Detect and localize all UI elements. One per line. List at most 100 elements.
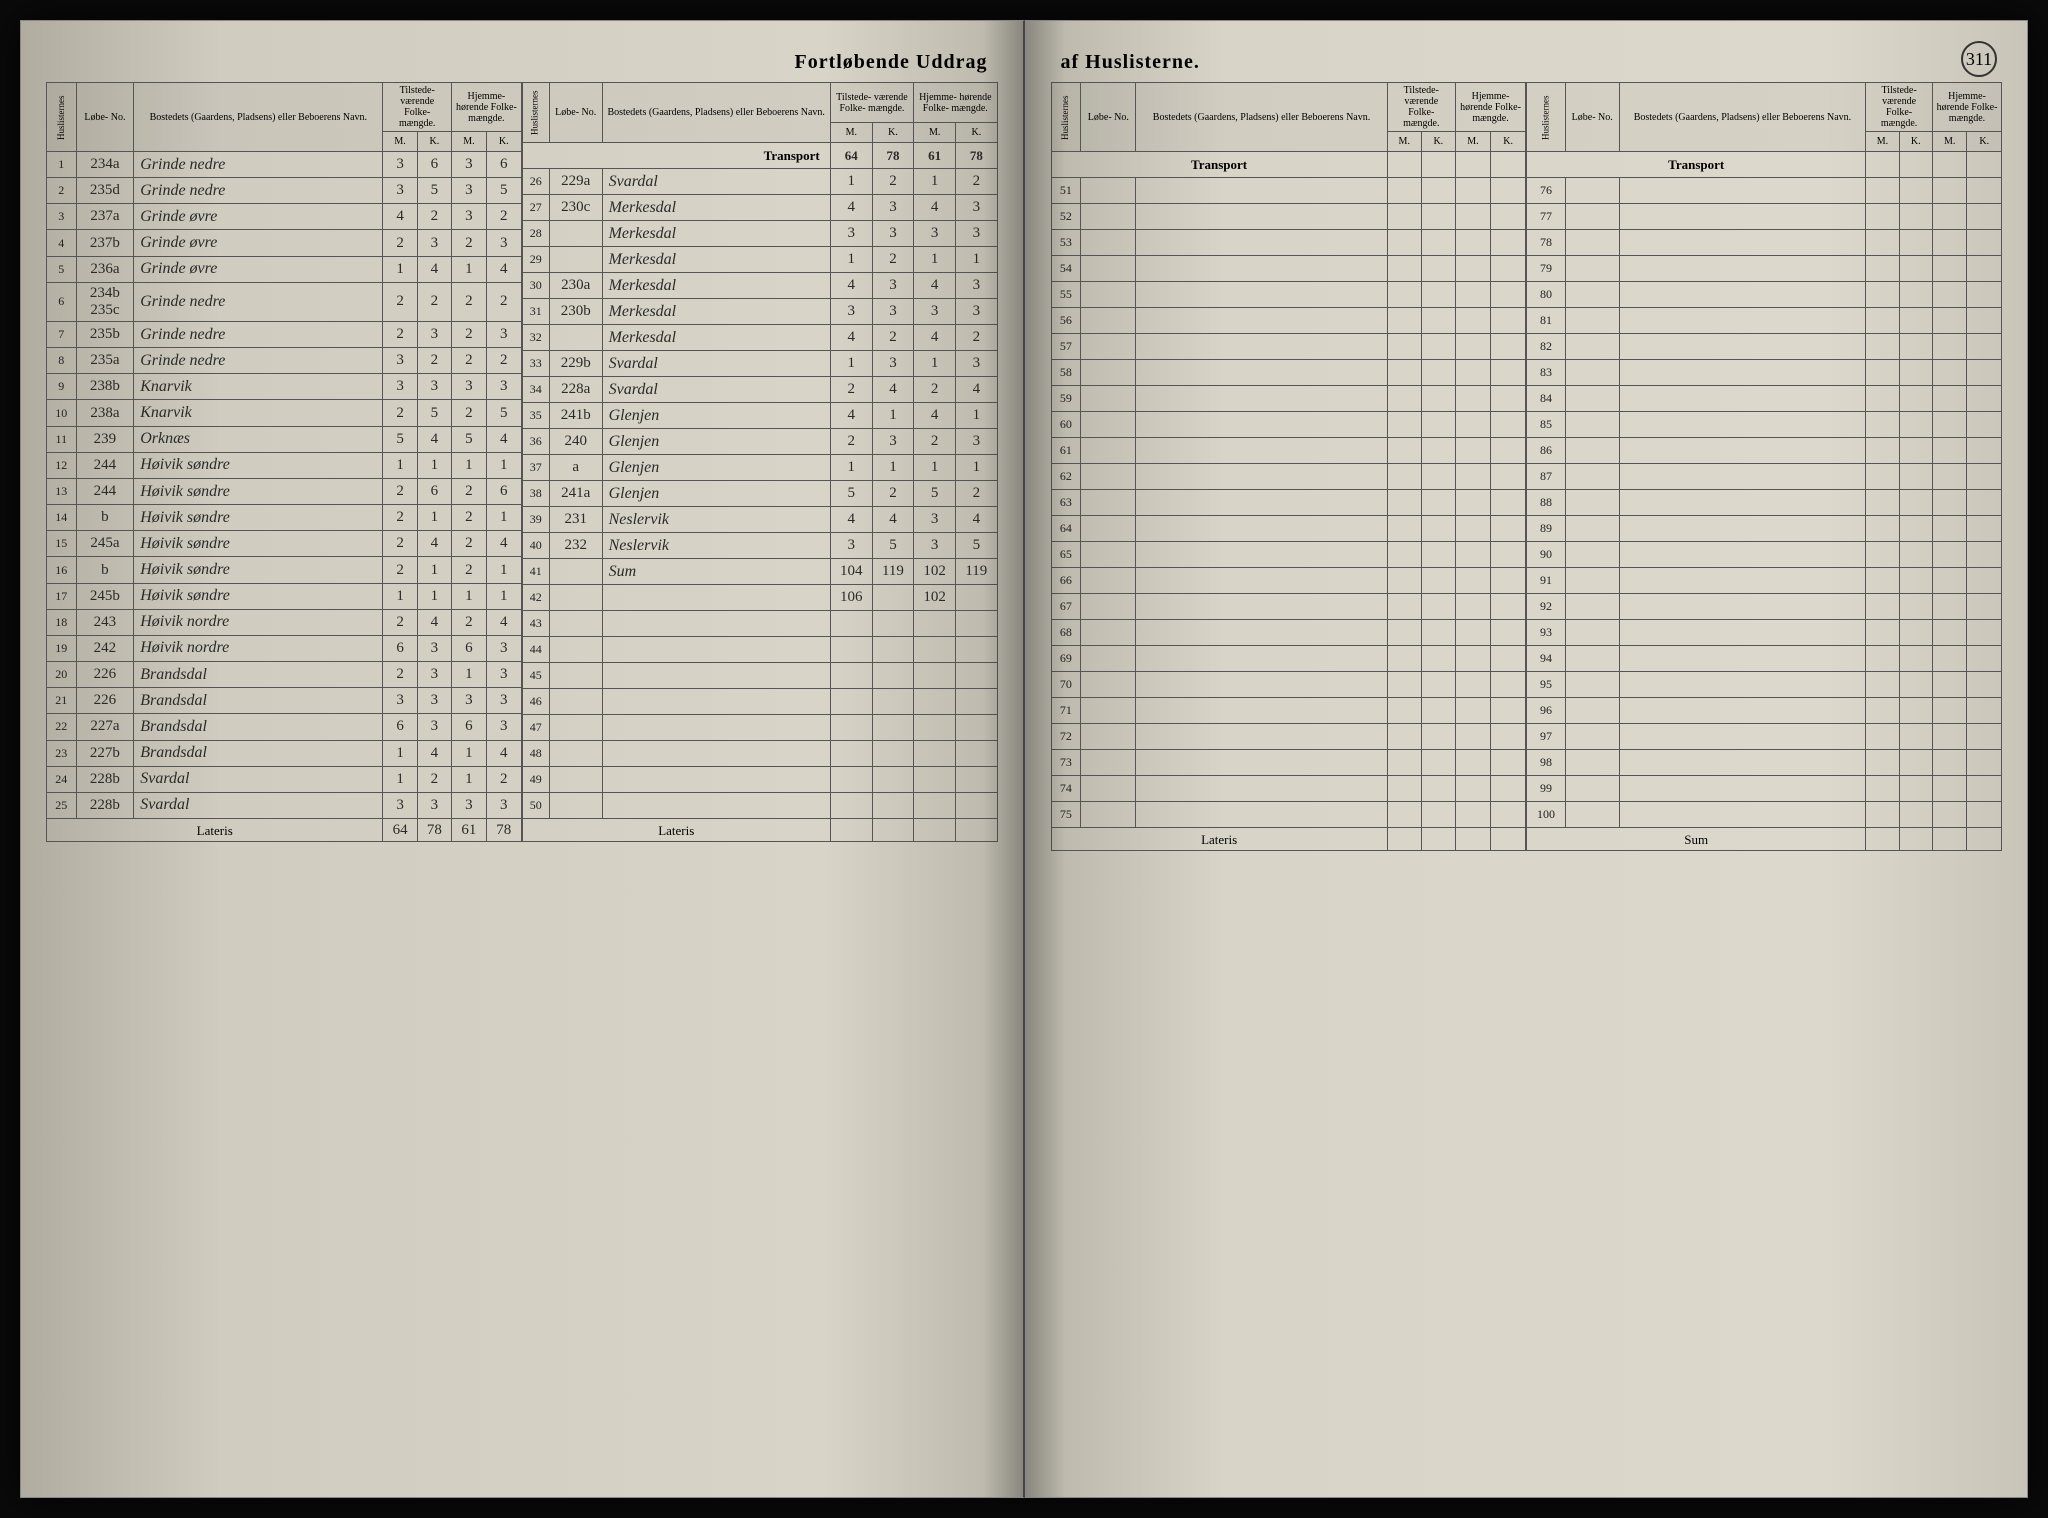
row-index: 32 [522,325,549,351]
place-name [1136,776,1387,802]
col-m: M. [914,123,956,143]
tilstede-k [1899,282,1932,308]
hjemme-m: 1 [914,169,956,195]
place-name [1619,750,1866,776]
tilstede-k: 6 [417,152,451,178]
lobe-no [1081,412,1136,438]
row-index: 84 [1527,386,1566,412]
tilstede-m [1866,204,1899,230]
hjemme-k: 3 [956,221,997,247]
place-name [602,637,830,663]
place-name [1136,516,1387,542]
hjemme-m [1455,802,1490,828]
tilstede-k [1899,412,1932,438]
transport-row: Transport [1051,152,1526,178]
lobe-no: 229b [549,351,602,377]
hjemme-k: 4 [486,531,521,557]
tilstede-m: 2 [383,400,417,426]
hjemme-k [956,585,997,611]
row-index: 83 [1527,360,1566,386]
col-bosted: Bostedets (Gaardens, Pladsens) eller Beb… [1619,83,1866,152]
table-row: 29Merkesdal1211 [522,247,997,273]
tilstede-k [1421,438,1455,464]
tilstede-m [1387,178,1421,204]
tilstede-m: 6 [383,714,417,740]
place-name [602,715,830,741]
lobe-no [1081,464,1136,490]
tilstede-k: 3 [417,322,451,348]
lobe-no [549,221,602,247]
tilstede-k: 3 [872,351,913,377]
tilstede-k [872,611,913,637]
row-index: 5 [47,256,77,282]
row-index: 80 [1527,282,1566,308]
hjemme-m: 4 [914,403,956,429]
tilstede-k: 2 [417,766,451,792]
tilstede-m [1866,594,1899,620]
hjemme-m: 2 [451,557,486,583]
table-row: 25228bSvardal3333 [47,792,522,818]
row-index: 79 [1527,256,1566,282]
ledger-table-d: Huslisternes Løbe- No. Bostedets (Gaarde… [1526,82,2002,851]
place-name: Glenjen [602,429,830,455]
row-index: 1 [47,152,77,178]
tilstede-m: 106 [830,585,872,611]
transport-tk: 78 [872,143,913,169]
hjemme-k: 3 [956,299,997,325]
lobe-no [549,611,602,637]
tilstede-k: 1 [872,403,913,429]
tilstede-k [872,689,913,715]
hjemme-k [1967,334,2002,360]
hjemme-m: 2 [451,531,486,557]
place-name [1136,204,1387,230]
hjemme-k [1491,360,1526,386]
place-name: Grinde nedre [134,322,383,348]
hjemme-k [1491,594,1526,620]
tilstede-m: 3 [383,178,417,204]
hjemme-m [1455,438,1490,464]
place-name [1136,412,1387,438]
hjemme-k: 3 [956,351,997,377]
tilstede-k: 4 [417,740,451,766]
tilstede-m: 104 [830,559,872,585]
row-index: 68 [1051,620,1081,646]
hjemme-m [914,663,956,689]
table-row: 92 [1527,594,2002,620]
row-index: 74 [1051,776,1081,802]
table-row: 8235aGrinde nedre3222 [47,348,522,374]
tilstede-k [872,585,913,611]
tilstede-m: 1 [383,766,417,792]
tilstede-k [1421,672,1455,698]
hjemme-k [1491,776,1526,802]
tilstede-m: 3 [830,221,872,247]
place-name [1619,594,1866,620]
lobe-no [549,247,602,273]
row-index: 50 [522,793,549,819]
hjemme-k: 2 [486,766,521,792]
hjemme-k [1491,620,1526,646]
tilstede-k [1421,334,1455,360]
lobe-no: 245b [76,583,134,609]
tilstede-m [1387,464,1421,490]
hjemme-k: 5 [486,178,521,204]
lobe-no [1565,594,1619,620]
lobe-no [1565,308,1619,334]
hjemme-k: 1 [956,455,997,481]
hjemme-m: 3 [451,792,486,818]
table-row: 71 [1051,698,1526,724]
lobe-no [1081,282,1136,308]
hjemme-k: 3 [956,195,997,221]
hjemme-m: 1 [451,766,486,792]
table-row: 17245bHøivik søndre1111 [47,583,522,609]
row-index: 27 [522,195,549,221]
tilstede-m [1387,724,1421,750]
hjemme-m: 102 [914,585,956,611]
row-index: 29 [522,247,549,273]
tilstede-m: 4 [830,325,872,351]
row-index: 57 [1051,334,1081,360]
col-hjemme: Hjemme- hørende Folke- mængde. [914,83,997,123]
hjemme-k: 4 [956,377,997,403]
tilstede-k: 4 [417,531,451,557]
hjemme-k: 2 [956,169,997,195]
table-row: 66 [1051,568,1526,594]
